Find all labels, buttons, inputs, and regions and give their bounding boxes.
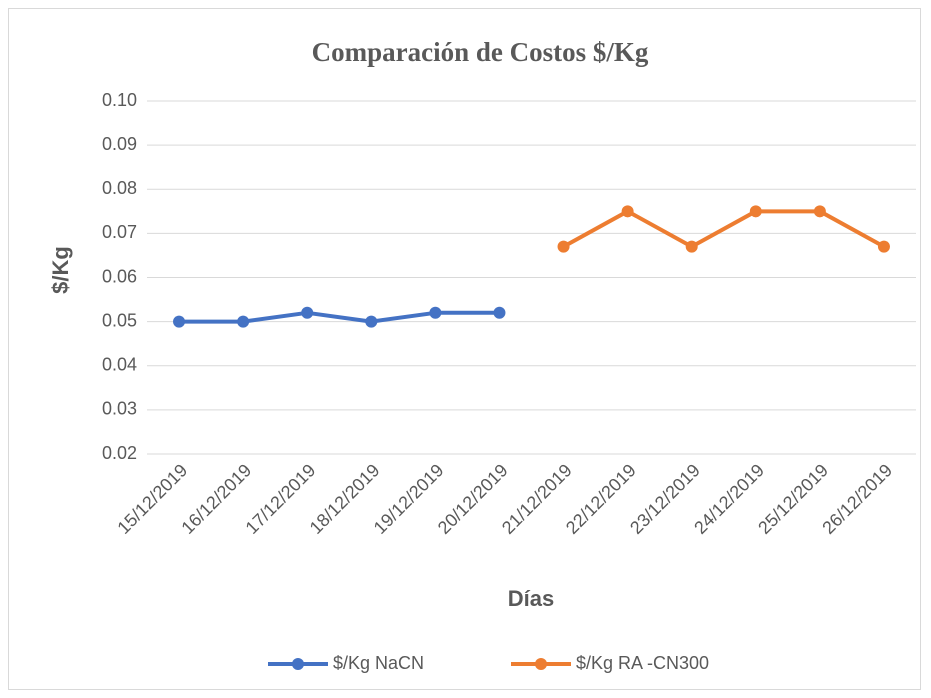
legend-label: $/Kg RA -CN300 xyxy=(576,653,709,673)
point xyxy=(749,205,762,218)
y-tick-label: 0.04 xyxy=(102,355,137,375)
point xyxy=(621,205,634,218)
chart-border xyxy=(8,8,921,690)
y-tick-label: 0.10 xyxy=(102,90,137,110)
y-axis-label: $/Kg xyxy=(48,246,73,294)
legend-marker xyxy=(535,658,547,670)
legend-label: $/Kg NaCN xyxy=(333,653,424,673)
point xyxy=(173,315,186,328)
series-line xyxy=(179,310,500,324)
point xyxy=(493,306,506,319)
point xyxy=(429,306,442,319)
series-line xyxy=(562,209,885,249)
x-axis-label: Días xyxy=(508,586,554,611)
point xyxy=(365,315,378,328)
chart-title: Comparación de Costos $/Kg xyxy=(312,37,649,67)
y-tick-label: 0.06 xyxy=(102,266,137,286)
point xyxy=(813,205,826,218)
point xyxy=(301,306,314,319)
y-tick-label: 0.07 xyxy=(102,222,137,242)
point xyxy=(237,315,250,328)
point xyxy=(685,240,698,253)
y-tick-label: 0.03 xyxy=(102,399,137,419)
point xyxy=(557,240,570,253)
y-tick-label: 0.08 xyxy=(102,178,137,198)
legend-marker xyxy=(292,658,304,670)
y-tick-label: 0.09 xyxy=(102,134,137,154)
y-tick-label: 0.05 xyxy=(102,310,137,330)
point xyxy=(877,240,890,253)
y-tick-label: 0.02 xyxy=(102,443,137,463)
